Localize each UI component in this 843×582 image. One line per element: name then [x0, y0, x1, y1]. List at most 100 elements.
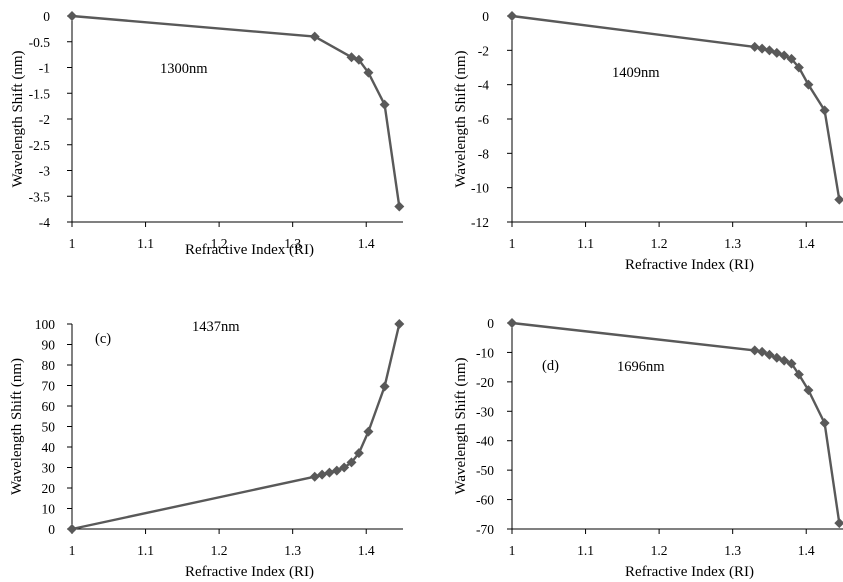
data-point-marker [803, 79, 814, 90]
data-point-marker [786, 53, 797, 64]
chart-panel-3: 1 1.1 1.2 1.3 1.41009080706050403020100Refra… [9, 317, 405, 580]
data-point-marker [834, 518, 843, 529]
y-tick-label: -40 [476, 434, 494, 449]
x-axis-title: Refractive Index (RI) [185, 242, 314, 258]
series-line [70, 14, 401, 208]
panel-label: (d) [542, 358, 559, 374]
y-tick-label: -2 [478, 43, 489, 58]
y-tick-label: -12 [471, 215, 489, 230]
x-axis-title: Refractive Index (RI) [185, 564, 314, 580]
y-tick-label: 40 [42, 440, 56, 455]
x-axis-title: Refractive Index (RI) [625, 564, 754, 580]
data-point-marker [317, 469, 328, 480]
y-tick-label: -0.5 [29, 35, 51, 50]
y-tick-label: 80 [42, 358, 56, 373]
data-point-marker [793, 369, 804, 380]
data-point-marker [353, 448, 364, 459]
x-tick-label: 1 [509, 236, 516, 251]
chart-panel-1: 1 1.1 1.2 1.3 1.4 0 -0.5 -1 -1.5 -2 -2.5 -3 -3.5 -4 Re… [10, 9, 405, 258]
y-tick-label: -3 [39, 164, 50, 179]
data-point-marker [834, 194, 843, 205]
data-point-marker [346, 457, 357, 468]
x-tick-label: 1.1 [577, 236, 594, 251]
data-point-marker [507, 318, 517, 328]
wavelength-annotation: 1437nm [192, 319, 240, 335]
data-point-marker [749, 41, 760, 52]
wavelength-annotation: 1409nm [612, 65, 660, 81]
x-tick-label: 1.2 [651, 543, 668, 558]
data-point-marker [749, 345, 760, 356]
data-point-marker [819, 105, 830, 116]
series-line [510, 321, 841, 525]
data-point-marker [339, 462, 350, 473]
wavelength-annotation: 1696nm [617, 359, 665, 375]
y-tick-label: -3.5 [29, 189, 51, 204]
y-tick-label: -2.5 [29, 138, 51, 153]
y-tick-label: -70 [476, 522, 494, 537]
data-point-marker [793, 62, 804, 73]
y-tick-label: 100 [35, 317, 56, 332]
y-tick-label: -10 [471, 181, 489, 196]
y-axis-title: Wavelength Shift (nm) [453, 50, 469, 187]
x-tick-label: 1.1 [137, 543, 154, 558]
x-tick-label: 1.2 [211, 543, 228, 558]
y-axis-title: Wavelength Shift (nm) [9, 358, 25, 495]
data-point-marker [363, 67, 374, 78]
y-tick-label: 0 [48, 522, 55, 537]
wavelength-annotation: 1300nm [160, 61, 208, 77]
panel-label: (c) [95, 331, 111, 347]
x-tick-label: 1 [509, 543, 516, 558]
x-tick-label: 1.3 [724, 543, 741, 558]
y-tick-label: 50 [42, 420, 56, 435]
y-tick-label: -20 [476, 375, 494, 390]
y-tick-label: -4 [478, 78, 489, 93]
x-axis-title: Refractive Index (RI) [625, 257, 754, 273]
x-tick-label: 1.4 [358, 543, 375, 558]
data-point-marker [379, 99, 390, 110]
data-point-marker [757, 346, 768, 357]
y-tick-label: -6 [478, 112, 489, 127]
y-tick-label: -50 [476, 463, 494, 478]
y-tick-label: -2 [39, 112, 50, 127]
data-point-marker [324, 467, 335, 478]
x-tick-label: 1.1 [577, 543, 594, 558]
data-point-marker [309, 31, 320, 42]
data-point-marker [67, 11, 77, 21]
data-point-marker [394, 201, 405, 212]
y-tick-label: 90 [42, 338, 56, 353]
data-point-marker [819, 418, 830, 429]
x-tick-label: 1 [69, 543, 76, 558]
x-tick-label: 1.4 [798, 543, 815, 558]
x-tick-label: 1.4 [798, 236, 815, 251]
y-tick-label: 60 [42, 399, 56, 414]
y-tick-label: -8 [478, 146, 489, 161]
series-line [70, 322, 401, 531]
y-tick-label: -10 [476, 345, 494, 360]
data-point-marker [67, 524, 77, 534]
data-point-marker [363, 426, 374, 437]
y-axis-title: Wavelength Shift (nm) [453, 357, 469, 494]
y-axis-title: Wavelength Shift (nm) [10, 50, 26, 187]
data-point-marker [779, 50, 790, 61]
y-tick-label: -4 [39, 215, 50, 230]
y-tick-label: -1.5 [29, 86, 51, 101]
data-point-marker [309, 471, 320, 482]
x-tick-label: 1.1 [137, 236, 154, 251]
x-tick-label: 1 [69, 236, 76, 251]
y-tick-label: 0 [43, 9, 50, 24]
y-tick-label: -60 [476, 493, 494, 508]
y-tick-label: 10 [42, 502, 56, 517]
y-tick-label: -30 [476, 404, 494, 419]
y-tick-label: 0 [487, 316, 494, 331]
data-point-marker [779, 355, 790, 366]
y-tick-label: 70 [42, 379, 56, 394]
data-point-marker [803, 385, 814, 396]
data-point-marker [507, 11, 517, 21]
y-tick-label: -1 [39, 61, 50, 76]
series-line [510, 14, 841, 201]
data-point-marker [764, 349, 775, 360]
x-tick-label: 1.3 [284, 543, 301, 558]
x-tick-label: 1.4 [358, 236, 375, 251]
y-tick-label: 30 [42, 461, 56, 476]
